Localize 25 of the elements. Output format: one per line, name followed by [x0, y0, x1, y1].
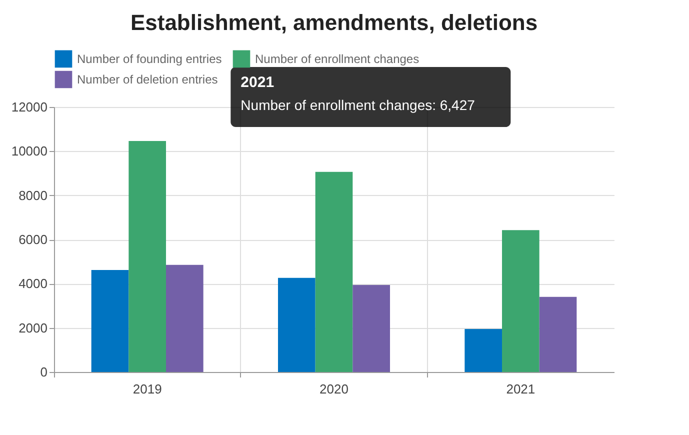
legend-label: Number of enrollment changes	[255, 52, 420, 66]
x-tick-label: 2021	[506, 382, 536, 396]
bar	[464, 328, 502, 372]
bar	[539, 296, 577, 372]
bar	[502, 230, 540, 372]
annotation: Number of enrollment changes: 6,427	[240, 97, 476, 113]
y-tick-label: 12000	[11, 100, 48, 114]
y-tick-label: 8000	[18, 188, 48, 203]
bar	[352, 284, 390, 372]
y-tick-label: 2000	[18, 320, 48, 336]
bar	[166, 264, 204, 372]
text: 2021	[240, 74, 274, 91]
y-tick-label: 10000	[11, 144, 48, 159]
y-tick-label: 4000	[18, 276, 48, 292]
y-tick-label: 6000	[18, 232, 48, 247]
bar	[278, 278, 316, 372]
bar	[315, 172, 353, 372]
legend-label: Number of deletion entries	[77, 72, 218, 86]
x-tick-label: 2020	[320, 382, 348, 396]
y-tick-label: 0	[40, 364, 48, 380]
x-tick-label: 2019	[132, 382, 162, 396]
bar	[91, 270, 129, 372]
legend-label: Number of founding entries	[77, 52, 222, 66]
chart-title: Establishment, amendments, deletions	[130, 10, 538, 35]
bar	[128, 141, 166, 372]
